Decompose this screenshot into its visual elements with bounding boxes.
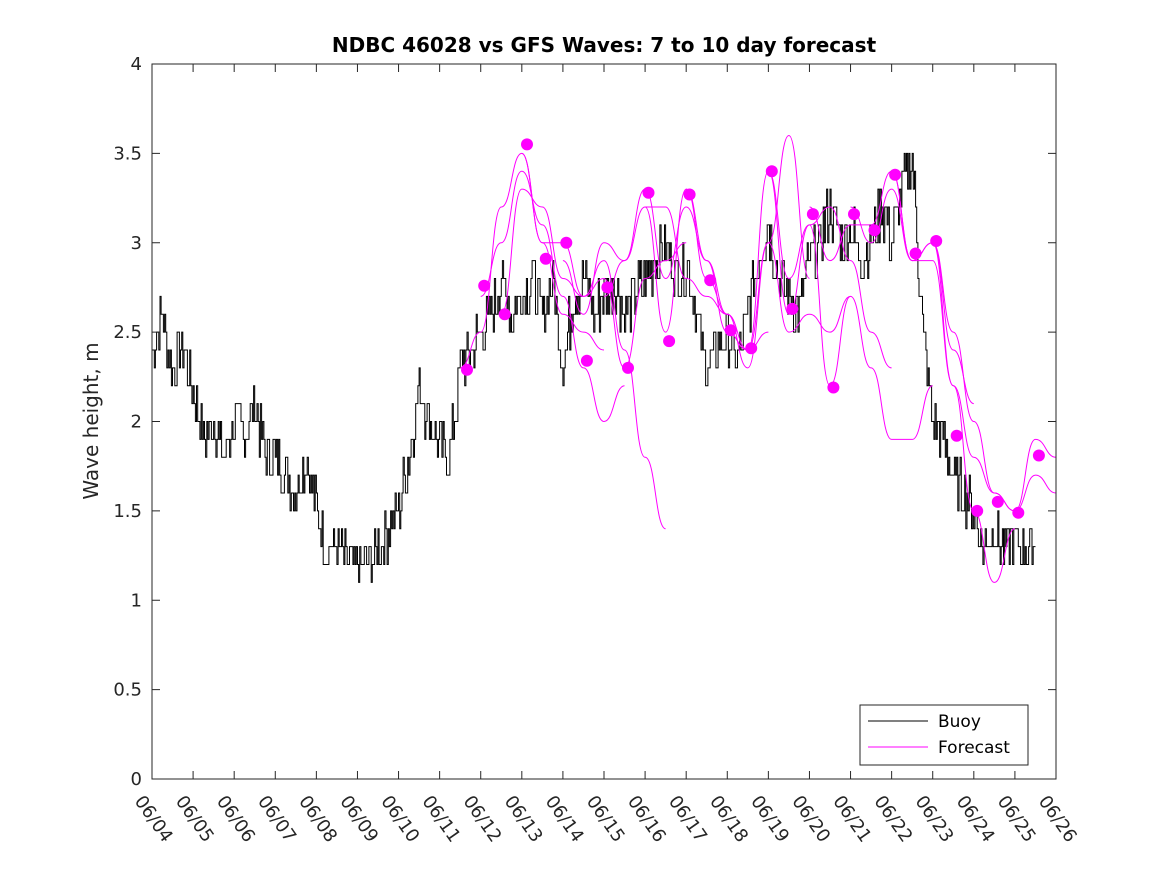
y-tick-label: 0 bbox=[131, 769, 142, 790]
forecast-marker bbox=[1032, 449, 1045, 462]
forecast-marker bbox=[663, 335, 676, 348]
forecast-marker bbox=[521, 138, 533, 151]
y-tick-label: 3 bbox=[131, 233, 142, 254]
forecast-marker bbox=[560, 236, 573, 249]
forecast-marker bbox=[889, 168, 902, 181]
forecast-marker bbox=[971, 504, 984, 517]
forecast-run-line bbox=[932, 242, 1057, 512]
forecast-marker bbox=[868, 224, 881, 237]
forecast-marker bbox=[580, 354, 593, 367]
buoy-series bbox=[152, 152, 1036, 583]
forecast-marker bbox=[765, 165, 778, 178]
legend: Buoy Forecast bbox=[859, 704, 1029, 766]
forecast-marker bbox=[827, 381, 840, 394]
forecast-marker bbox=[950, 429, 963, 442]
forecast-markers bbox=[461, 138, 1045, 519]
forecast-marker bbox=[539, 252, 552, 265]
forecast-run-line bbox=[850, 188, 1016, 583]
forecast-marker bbox=[704, 274, 717, 287]
chart-title: NDBC 46028 vs GFS Waves: 7 to 10 day for… bbox=[332, 33, 877, 57]
forecast-marker bbox=[991, 495, 1004, 508]
forecast-marker bbox=[642, 186, 655, 199]
y-axis-title: Wave height, m bbox=[79, 342, 103, 499]
y-tick-label: 0.5 bbox=[113, 680, 142, 701]
y-tick-label: 2.5 bbox=[113, 322, 142, 343]
forecast-marker bbox=[1012, 506, 1025, 519]
legend-forecast-label: Forecast bbox=[938, 738, 1010, 758]
forecast-marker bbox=[786, 302, 799, 315]
y-tick-label: 4 bbox=[131, 54, 142, 75]
forecast-marker bbox=[909, 247, 922, 260]
legend-box bbox=[859, 704, 1029, 766]
forecast-marker bbox=[930, 235, 943, 247]
forecast-run-line bbox=[603, 188, 769, 351]
legend-buoy-label: Buoy bbox=[938, 712, 981, 732]
forecast-marker bbox=[724, 324, 737, 337]
y-tick-label: 2 bbox=[131, 412, 142, 433]
forecast-marker bbox=[461, 363, 473, 376]
y-axis-ticks: 0 0.5 1 1.5 2 2.5 3 3.5 4 bbox=[113, 54, 1056, 790]
y-tick-label: 3.5 bbox=[113, 143, 142, 164]
forecast-marker bbox=[622, 361, 634, 374]
forecast-marker bbox=[478, 279, 491, 292]
forecast-marker bbox=[601, 281, 614, 294]
buoy-line bbox=[152, 152, 1036, 583]
forecast-marker bbox=[745, 342, 758, 355]
forecast-run-line bbox=[562, 206, 728, 315]
y-tick-label: 1.5 bbox=[113, 501, 142, 522]
y-tick-label: 1 bbox=[131, 590, 142, 611]
forecast-run-line bbox=[891, 170, 1057, 512]
forecast-run-line bbox=[727, 170, 892, 369]
forecast-marker bbox=[498, 308, 511, 321]
forecast-run-line bbox=[480, 170, 625, 423]
forecast-marker bbox=[683, 188, 696, 201]
forecast-marker bbox=[806, 208, 819, 221]
forecast-marker bbox=[848, 208, 860, 221]
